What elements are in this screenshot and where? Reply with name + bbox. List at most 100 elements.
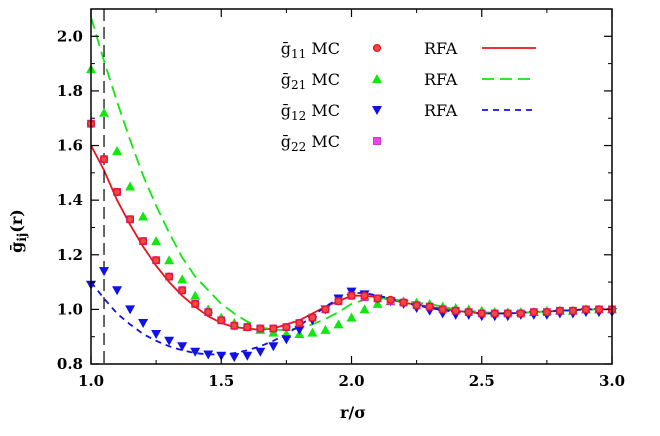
mc-point-circle [113, 187, 122, 197]
mc-point-circle [269, 324, 278, 333]
mc-point-triangle-down [255, 347, 266, 357]
x-tick-label: 3.0 [599, 372, 625, 390]
mc-point-circle [126, 215, 135, 224]
mc-point-circle [334, 297, 343, 306]
legend-label-sub: 12 [291, 109, 306, 123]
mc-point-circle [256, 324, 265, 333]
legend-label-tail: MC [306, 101, 340, 120]
x-tick-label: 2.0 [338, 372, 364, 390]
mc-point-circle [568, 306, 577, 315]
x-tick-label: 2.5 [469, 372, 495, 390]
mc-point-triangle-down [138, 319, 149, 329]
legend-rfa-label: RFA [424, 39, 458, 58]
mc-point-circle [308, 313, 317, 322]
mc-point-circle [555, 306, 564, 315]
mc-point-circle [178, 286, 187, 295]
mc-point-triangle-down [151, 329, 162, 339]
mc-point-triangle-up [346, 312, 357, 322]
mc-point-circle [399, 298, 408, 307]
y-axis-label-sub: ij [15, 233, 29, 242]
mc-point-triangle-down [281, 335, 292, 345]
mc-point-circle [152, 256, 161, 265]
mc-point-circle [230, 321, 239, 330]
mc-point-circle [165, 272, 174, 281]
mc-point-circle [503, 309, 512, 318]
mc-point-circle [217, 316, 226, 325]
mc-point-circle [477, 309, 486, 318]
y-tick-label: 1.0 [57, 300, 83, 318]
x-axis-label: r/σ [340, 403, 366, 422]
mc-point-circle [99, 155, 109, 164]
mc-point-circle [581, 305, 590, 314]
legend-label-sub: 21 [291, 78, 306, 92]
mc-point-triangle-up [333, 319, 344, 329]
legend-label-sub: 22 [291, 140, 306, 154]
legend-marker-triangle-up [372, 74, 382, 83]
mc-point-circle [594, 305, 604, 314]
mc-point-triangle-down [190, 347, 201, 357]
legend-marker-circle [372, 43, 382, 53]
mc-point-triangle-up [99, 107, 110, 117]
mc-point-circle [139, 237, 148, 246]
mc-point-triangle-down [99, 267, 110, 277]
y-tick-label: 0.8 [57, 355, 83, 373]
mc-point-circle [438, 305, 447, 314]
mc-point-triangle-up [190, 290, 201, 300]
mc-point-circle [529, 308, 538, 317]
mc-point-triangle-down [164, 336, 175, 346]
mc-point-circle [464, 308, 473, 317]
legend-rfa-label: RFA [424, 101, 458, 120]
axis-ticks: 1.0 1.5 2.0 2.5 3.00.81.01.21.41.61.82.0 [57, 9, 625, 390]
mc-point-triangle-up [164, 255, 175, 265]
mc-point-triangle-down [125, 305, 136, 315]
y-tick-label: 1.8 [57, 82, 83, 100]
mc-point-triangle-down [294, 325, 305, 335]
mc-point-circle [191, 299, 200, 308]
mc-point-circle [516, 309, 525, 318]
y-tick-label: 1.2 [57, 246, 83, 264]
legend-rfa-label: RFA [424, 70, 458, 89]
mc-point-triangle-up [320, 324, 331, 334]
y-tick-label: 1.6 [57, 137, 83, 155]
mc-point-circle [321, 305, 330, 314]
legend-label-main: ḡ [281, 39, 291, 58]
legend-label-tail: MC [306, 132, 340, 151]
rfa-curves [90, 16, 612, 356]
mc-point-triangle-up [177, 274, 188, 284]
legend-marker-triangle-down [372, 106, 382, 115]
mc-point-circle [451, 306, 460, 315]
legend-label-main: ḡ [281, 70, 291, 89]
legend-label: ḡ22 MC [281, 132, 340, 154]
y-axis-label: ḡij(r) [7, 209, 29, 253]
mc-point-triangle-down [242, 351, 253, 361]
y-tick-label: 1.4 [57, 191, 83, 209]
legend-label: ḡ21 MC [281, 70, 340, 92]
legend-label: ḡ12 MC [281, 101, 340, 123]
mc-point-circle [425, 302, 434, 311]
rfa-line-red [90, 145, 612, 331]
y-axis-label-tail: (r) [7, 209, 26, 233]
mc-point-circle [542, 308, 551, 317]
mc-point-triangle-up [359, 304, 370, 314]
legend-label-main: ḡ [281, 132, 291, 151]
mc-point-triangle-down [203, 350, 214, 360]
mc-point-triangle-up [138, 211, 149, 221]
mc-point-circle [490, 309, 499, 318]
legend-label-main: ḡ [281, 101, 291, 120]
mc-point-triangle-up [112, 146, 123, 155]
legend-label-tail: MC [306, 70, 340, 89]
mc-point-circle [204, 308, 213, 317]
mc-point-circle [243, 323, 252, 332]
mc-point-triangle-up [307, 327, 318, 337]
mc-point-circle [373, 294, 382, 303]
mc-point-triangle-down [229, 353, 240, 363]
legend-label: ḡ11 MC [281, 39, 340, 61]
mc-point-triangle-up [151, 236, 162, 246]
mc-point-circle [412, 301, 421, 310]
legend-marker-square [373, 137, 381, 145]
mc-point-triangle-down [112, 286, 123, 296]
mc-point-circle [295, 318, 304, 328]
legend-label-sub: 11 [291, 47, 306, 61]
